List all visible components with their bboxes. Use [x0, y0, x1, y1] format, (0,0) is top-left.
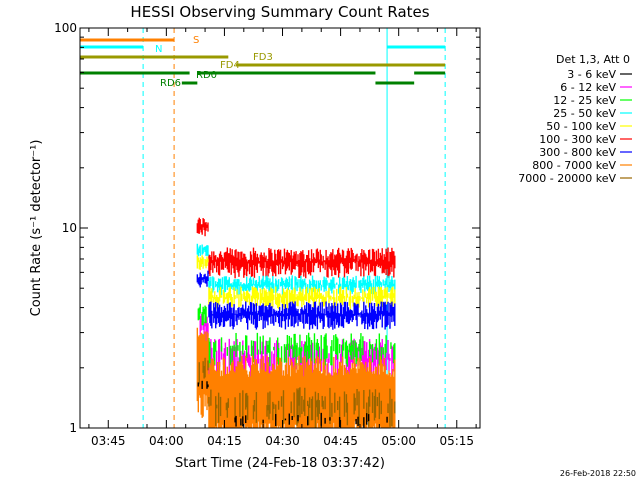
x-axis-label: Start Time (24-Feb-18 03:37:42)	[175, 456, 385, 471]
x-tick-label: 04:15	[207, 434, 242, 448]
series-300-800keV	[196, 270, 396, 330]
x-axis: 03:45 04:00 04:15 04:30 04:45 05:00 05:15	[88, 28, 477, 448]
series-12-25keV	[197, 303, 396, 368]
legend-entry-label: 800 - 7000 keV	[532, 159, 616, 172]
legend-entry-label: 7000 - 20000 keV	[518, 172, 616, 185]
legend-entry-label: 3 - 6 keV	[567, 68, 616, 81]
flag-label: RD6	[160, 78, 181, 89]
y-axis: 1 10 100	[54, 21, 480, 435]
legend-entry-label: 6 - 12 keV	[560, 81, 616, 94]
footer-timestamp: 26-Feb-2018 22:50	[560, 469, 636, 478]
series-25-50keV	[196, 243, 396, 296]
flag-label: S	[193, 35, 199, 46]
flag-label: FD3	[253, 52, 273, 63]
x-tick-label: 04:45	[323, 434, 358, 448]
series-3-6keV	[197, 380, 388, 428]
y-tick-label: 10	[62, 221, 77, 235]
y-tick-label: 1	[69, 421, 77, 435]
legend-entry-label: 100 - 300 keV	[539, 133, 616, 146]
legend-header: Det 1,3, Att 0	[556, 53, 630, 66]
chart-title: HESSI Observing Summary Count Rates	[130, 3, 429, 21]
flag-label: FD4	[220, 60, 240, 71]
x-tick-label: 05:00	[381, 434, 416, 448]
legend-entry-label: 12 - 25 keV	[553, 94, 616, 107]
x-tick-label: 04:30	[265, 434, 300, 448]
legend-entry-label: 25 - 50 keV	[553, 107, 616, 120]
x-tick-label: 03:45	[91, 434, 126, 448]
x-tick-label: 04:00	[149, 434, 184, 448]
y-axis-label: Count Rate (s⁻¹ detector⁻¹)	[29, 140, 44, 317]
legend-entry-label: 300 - 800 keV	[539, 146, 616, 159]
x-tick-label: 05:15	[439, 434, 474, 448]
flag-label: RD0	[196, 70, 217, 81]
y-tick-label: 100	[54, 21, 77, 35]
flag-label: N	[155, 44, 162, 55]
series-100-300keV	[196, 217, 396, 279]
legend-entry-label: 50 - 100 keV	[546, 120, 616, 133]
